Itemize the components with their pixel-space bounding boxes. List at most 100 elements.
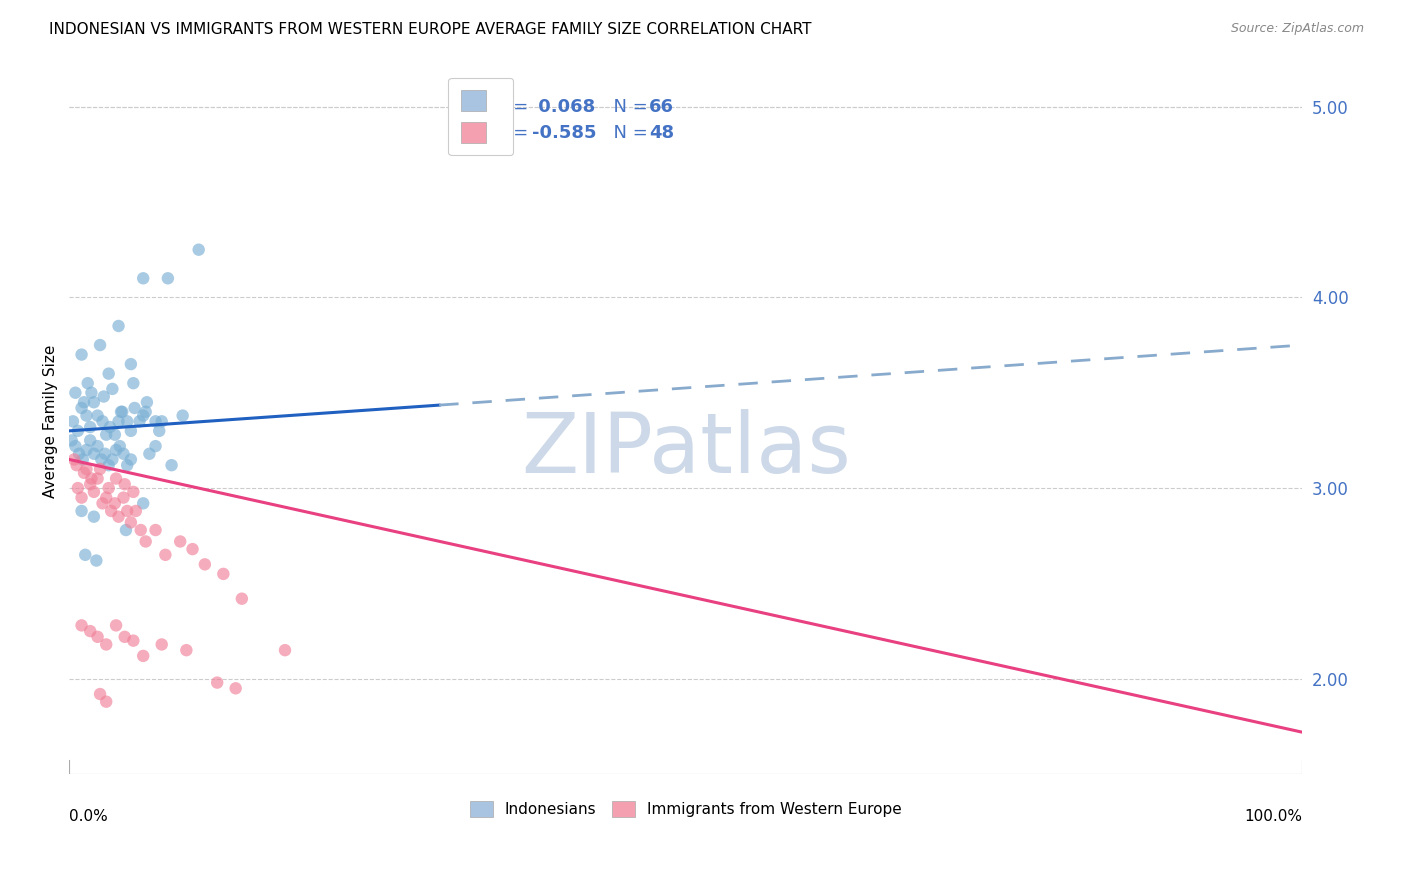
- Point: [181, 542, 204, 557]
- Point: [66, 458, 89, 473]
- Point: [101, 382, 124, 396]
- Text: N =: N =: [602, 97, 654, 116]
- Point: [96, 491, 118, 505]
- Point: [65, 439, 87, 453]
- Point: [155, 548, 177, 562]
- Point: [124, 401, 146, 415]
- Point: [62, 414, 84, 428]
- Point: [145, 439, 167, 453]
- Point: [160, 458, 183, 473]
- Y-axis label: Average Family Size: Average Family Size: [44, 344, 58, 498]
- Point: [104, 496, 127, 510]
- Point: [107, 414, 129, 428]
- Point: [86, 471, 108, 485]
- Point: [79, 477, 101, 491]
- Point: [79, 420, 101, 434]
- Point: [75, 548, 97, 562]
- Point: [176, 643, 198, 657]
- Text: 66: 66: [648, 97, 673, 116]
- Point: [97, 458, 120, 473]
- Text: INDONESIAN VS IMMIGRANTS FROM WESTERN EUROPE AVERAGE FAMILY SIZE CORRELATION CHA: INDONESIAN VS IMMIGRANTS FROM WESTERN EU…: [49, 22, 811, 37]
- Point: [72, 452, 94, 467]
- Point: [148, 424, 170, 438]
- Point: [73, 466, 96, 480]
- Point: [135, 534, 157, 549]
- Text: N =: N =: [602, 125, 654, 143]
- Point: [112, 491, 135, 505]
- Text: R =: R =: [495, 125, 534, 143]
- Point: [138, 447, 160, 461]
- Point: [93, 390, 115, 404]
- Point: [70, 491, 93, 505]
- Point: [120, 424, 142, 438]
- Point: [83, 447, 105, 461]
- Point: [97, 481, 120, 495]
- Point: [91, 414, 114, 428]
- Point: [115, 504, 138, 518]
- Point: [80, 471, 103, 485]
- Point: [115, 523, 138, 537]
- Point: [94, 447, 117, 461]
- Point: [66, 481, 89, 495]
- Point: [135, 395, 157, 409]
- Point: [132, 496, 155, 510]
- Point: [110, 405, 132, 419]
- Point: [108, 439, 131, 453]
- Point: [150, 637, 173, 651]
- Point: [90, 452, 112, 467]
- Point: [114, 630, 136, 644]
- Legend: Indonesians, Immigrants from Western Europe: Indonesians, Immigrants from Western Eur…: [464, 795, 908, 823]
- Point: [96, 637, 118, 651]
- Point: [132, 648, 155, 663]
- Point: [145, 523, 167, 537]
- Point: [89, 338, 111, 352]
- Point: [86, 409, 108, 423]
- Point: [91, 496, 114, 510]
- Point: [105, 471, 128, 485]
- Point: [187, 243, 209, 257]
- Point: [63, 452, 86, 467]
- Point: [86, 553, 108, 567]
- Text: Source: ZipAtlas.com: Source: ZipAtlas.com: [1230, 22, 1364, 36]
- Point: [100, 504, 122, 518]
- Point: [70, 618, 93, 632]
- Point: [125, 504, 148, 518]
- Point: [120, 516, 142, 530]
- Point: [129, 523, 152, 537]
- Point: [98, 420, 121, 434]
- Point: [132, 409, 155, 423]
- Point: [172, 409, 194, 423]
- Point: [86, 439, 108, 453]
- Point: [67, 447, 90, 461]
- Point: [105, 442, 128, 457]
- Text: 0.068: 0.068: [531, 97, 595, 116]
- Point: [89, 687, 111, 701]
- Text: -0.585: -0.585: [531, 125, 596, 143]
- Point: [194, 558, 217, 572]
- Point: [66, 424, 89, 438]
- Point: [105, 618, 128, 632]
- Point: [107, 318, 129, 333]
- Point: [169, 534, 191, 549]
- Point: [70, 504, 93, 518]
- Point: [111, 405, 134, 419]
- Point: [120, 357, 142, 371]
- Point: [112, 447, 135, 461]
- Point: [80, 385, 103, 400]
- Point: [83, 484, 105, 499]
- Point: [225, 681, 247, 696]
- Point: [89, 462, 111, 476]
- Point: [231, 591, 253, 606]
- Point: [83, 509, 105, 524]
- Point: [205, 675, 228, 690]
- Point: [274, 643, 297, 657]
- Point: [70, 348, 93, 362]
- Text: 48: 48: [648, 125, 673, 143]
- Point: [97, 367, 120, 381]
- Point: [115, 414, 138, 428]
- Point: [76, 462, 98, 476]
- Text: 0.0%: 0.0%: [69, 809, 108, 824]
- Text: 100.0%: 100.0%: [1244, 809, 1302, 824]
- Point: [70, 401, 93, 415]
- Point: [114, 477, 136, 491]
